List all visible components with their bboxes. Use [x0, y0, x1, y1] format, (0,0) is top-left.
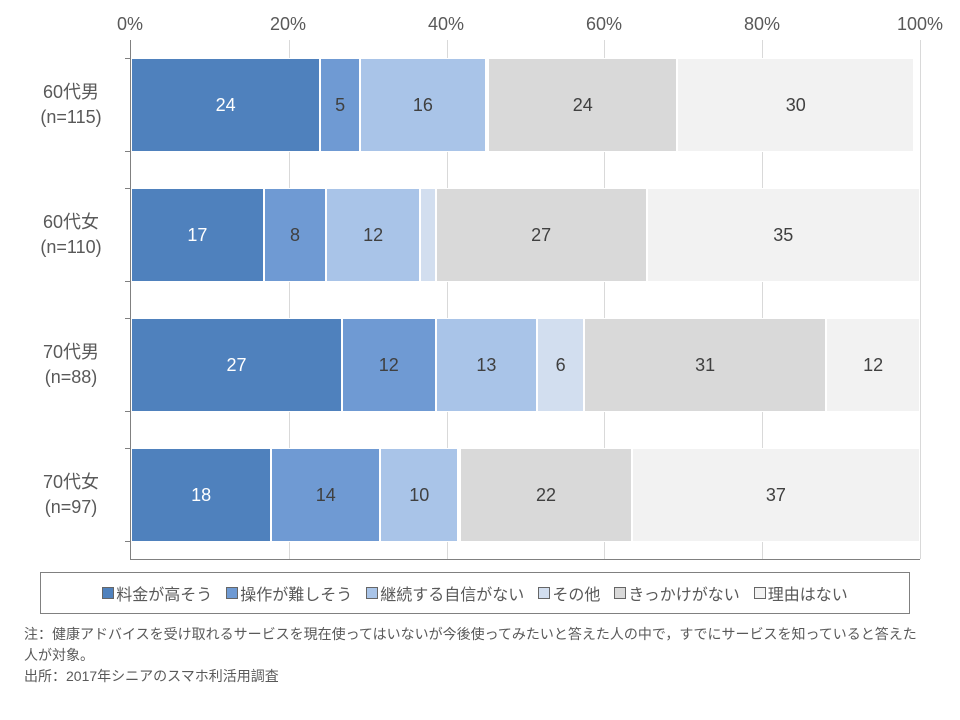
segment-value: 17	[187, 225, 207, 246]
legend-label: きっかけがない	[628, 581, 739, 605]
x-axis-tick-label: 100%	[897, 14, 943, 35]
segment-value: 24	[216, 95, 236, 116]
bar-segment: 6	[537, 318, 584, 412]
category-label-line2: (n=88)	[45, 367, 98, 387]
segment-value: 31	[695, 355, 715, 376]
category-label-line2: (n=115)	[40, 107, 101, 127]
legend-label: その他	[552, 581, 600, 605]
bar-segment: 14	[271, 448, 380, 542]
segment-value: 35	[773, 225, 793, 246]
bar-row: 70代女(n=97)18141002237	[131, 430, 920, 560]
bar-segment: 27	[436, 188, 647, 282]
x-axis-tick-label: 0%	[117, 14, 143, 35]
category-label-line2: (n=97)	[45, 497, 98, 517]
legend-item: その他	[538, 581, 600, 605]
segment-value: 27	[226, 355, 246, 376]
segment-value: 24	[573, 95, 593, 116]
bar-segment: 5	[320, 58, 359, 152]
segment-value: 5	[335, 95, 345, 116]
segment-value: 6	[556, 355, 566, 376]
bar-segment: 22	[460, 448, 631, 542]
x-axis-tick-label: 20%	[270, 14, 306, 35]
legend-label: 理由はない	[768, 581, 848, 605]
category-label-line1: 60代男	[43, 82, 99, 102]
x-axis-tick-label: 60%	[586, 14, 622, 35]
legend-item: 料金が高そう	[102, 581, 212, 605]
legend-swatch	[538, 587, 550, 599]
segment-value: 18	[191, 485, 211, 506]
category-label-line1: 70代男	[43, 342, 99, 362]
bar-segment: 24	[131, 58, 320, 152]
footnote-source: 出所：2017年シニアのスマホ利活用調査	[24, 666, 926, 687]
x-axis-tick-label: 40%	[428, 14, 464, 35]
legend-item: 継続する自信がない	[366, 581, 524, 605]
bar-row: 60代男(n=115)245162430	[131, 40, 920, 170]
bar-segment: 24	[488, 58, 677, 152]
segment-value: 16	[413, 95, 433, 116]
bar-segment: 37	[632, 448, 920, 542]
segment-value: 22	[536, 485, 556, 506]
segment-value: 13	[476, 355, 496, 376]
legend-label: 継続する自信がない	[380, 581, 524, 605]
bar-segment: 31	[584, 318, 826, 412]
category-label-line1: 60代女	[43, 212, 99, 232]
legend: 料金が高そう 操作が難しそう 継続する自信がない その他 きっかけがない 理由はない	[40, 572, 910, 614]
legend-swatch	[226, 587, 238, 599]
bar-segment: 8	[264, 188, 327, 282]
category-label: 60代男 (n=115)	[21, 80, 121, 130]
legend-item: 操作が難しそう	[226, 581, 352, 605]
segment-value: 37	[766, 485, 786, 506]
legend-swatch	[366, 587, 378, 599]
category-label: 70代女 (n=97)	[21, 470, 121, 520]
x-axis-tick-label: 80%	[744, 14, 780, 35]
x-axis-labels: 0%20%40%60%80%100%	[130, 10, 920, 40]
legend-swatch	[102, 587, 114, 599]
chart-container: 0% 20% 40% 60% 80% 100% 60代男 (n=115) 24 5 16 24 30 6…	[0, 0, 960, 720]
segment-value: 30	[786, 95, 806, 116]
segment-value: 27	[531, 225, 551, 246]
segment-value: 12	[863, 355, 883, 376]
legend-item: 理由はない	[754, 581, 848, 605]
bar-row: 60代女(n=110)1781222735	[131, 170, 920, 300]
category-label: 60代女 (n=110)	[21, 210, 121, 260]
segment-value: 12	[379, 355, 399, 376]
bar-segment: 27	[131, 318, 342, 412]
category-label-line2: (n=110)	[40, 237, 101, 257]
legend-swatch	[614, 587, 626, 599]
legend-label: 操作が難しそう	[240, 581, 352, 605]
segment-value: 10	[409, 485, 429, 506]
category-label: 70代男 (n=88)	[21, 340, 121, 390]
bar-segment: 2	[420, 188, 436, 282]
bar-track: 18141002237	[131, 448, 920, 542]
bar-track: 27 12 13 6 31 12	[131, 318, 920, 412]
bar-row: 70代男(n=88)27121363112	[131, 300, 920, 430]
bar-track: 17 8 12 2 27 35	[131, 188, 920, 282]
bar-segment: 30	[677, 58, 914, 152]
bar-segment: 18	[131, 448, 271, 542]
bar-track: 24 5 16 24 30	[131, 58, 920, 152]
gridline	[920, 40, 921, 559]
bar-segment: 10	[380, 448, 458, 542]
legend-label: 料金が高そう	[116, 581, 212, 605]
bar-segment: 17	[131, 188, 264, 282]
category-label-line1: 70代女	[43, 472, 99, 492]
plot-area: 60代男(n=115)24516243060代女(n=110)178122273…	[130, 40, 920, 560]
segment-value: 8	[290, 225, 300, 246]
bar-segment: 16	[360, 58, 486, 152]
footnotes: 注：健康アドバイスを受け取れるサービスを現在使ってはいないが今後使ってみたいと答…	[24, 624, 926, 687]
bar-segment: 12	[342, 318, 436, 412]
segment-value: 14	[316, 485, 336, 506]
footnote-note: 注：健康アドバイスを受け取れるサービスを現在使ってはいないが今後使ってみたいと答…	[24, 624, 926, 666]
bar-segment: 12	[326, 188, 420, 282]
segment-value: 12	[363, 225, 383, 246]
bar-segment: 13	[436, 318, 538, 412]
bar-segment: 12	[826, 318, 920, 412]
legend-item: きっかけがない	[614, 581, 739, 605]
legend-swatch	[754, 587, 766, 599]
bar-segment: 35	[647, 188, 920, 282]
